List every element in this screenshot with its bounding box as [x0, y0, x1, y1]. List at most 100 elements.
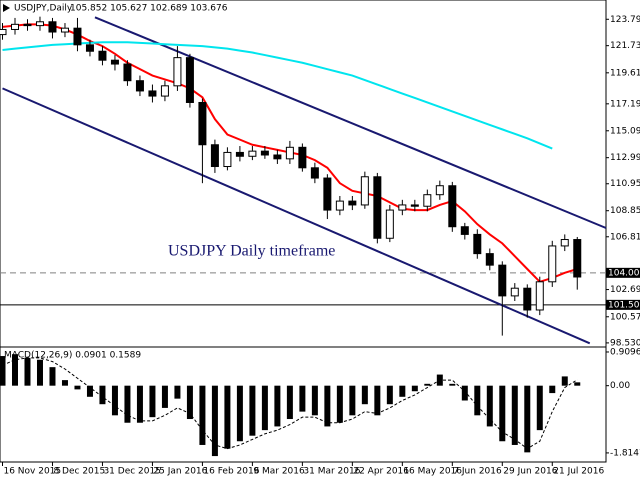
- x-tick-label: 16 Feb 2016: [203, 467, 259, 477]
- candle-body: [573, 239, 582, 278]
- y-tick-label: 0.9096: [610, 347, 640, 357]
- macd-bar: [399, 385, 406, 397]
- candle-body: [248, 150, 257, 157]
- plot-frame: [0, 0, 607, 463]
- macd-bar: [424, 383, 431, 386]
- macd-bar: [211, 385, 218, 457]
- channel-line: [2, 87, 591, 345]
- macd-bar: [124, 385, 131, 423]
- price-level-label: 101.500: [608, 300, 640, 310]
- candle-body: [23, 23, 32, 27]
- price-level-box: [606, 267, 640, 278]
- candle-body: [298, 146, 307, 169]
- macd-bar: [486, 385, 493, 427]
- macd-bar: [186, 385, 193, 420]
- title-icon: [3, 4, 10, 12]
- y-tick-label: 110.955: [610, 179, 640, 189]
- moving-average: [2, 41, 553, 150]
- macd-bar: [311, 385, 318, 416]
- candle-body: [335, 200, 344, 211]
- candle-body: [73, 27, 82, 46]
- candle-body: [398, 204, 407, 211]
- candle-body: [48, 21, 57, 33]
- y-tick-label: 117.195: [610, 99, 640, 109]
- macd-bar: [24, 357, 31, 386]
- macd-bar: [0, 356, 6, 386]
- candle-body: [173, 57, 182, 87]
- candle-body: [148, 90, 157, 97]
- macd-bar: [261, 385, 268, 431]
- y-tick-label: 121.735: [610, 41, 640, 51]
- indicator-title: MACD(12,26,9) 0.0901 0.1589: [4, 351, 141, 361]
- macd-bar: [411, 385, 418, 392]
- candle-body: [98, 50, 107, 61]
- x-tick-label: 16 Nov 2015: [3, 467, 61, 477]
- candle-body: [210, 144, 219, 168]
- macd-bar: [161, 385, 168, 408]
- candle-body: [435, 185, 444, 196]
- candle-body: [498, 264, 507, 297]
- y-tick-label: 106.815: [610, 232, 640, 242]
- macd-bar: [474, 385, 481, 416]
- candle-body: [123, 63, 132, 82]
- candle-body: [473, 233, 482, 255]
- macd-bar: [61, 380, 68, 386]
- candle-body: [223, 151, 232, 168]
- y-tick-label: 112.990: [610, 153, 640, 163]
- macd-bar: [574, 382, 581, 386]
- y-tick-label: 123.795: [610, 15, 640, 25]
- candle-body: [310, 167, 319, 179]
- macd-bar: [149, 385, 156, 418]
- macd-bar: [136, 385, 143, 423]
- macd-bar: [461, 385, 468, 401]
- macd-bar: [349, 385, 356, 416]
- macd-bar: [236, 385, 243, 442]
- x-tick-label: 31 Dec 2015: [103, 467, 161, 477]
- macd-bar: [336, 385, 343, 423]
- y-tick-label: 100.570: [610, 312, 640, 322]
- candle-body: [360, 176, 369, 206]
- candle-body: [323, 177, 332, 211]
- y-tick-label: 119.615: [610, 68, 640, 78]
- x-tick-label: 8 Dec 2015: [53, 467, 105, 477]
- candle-body: [460, 226, 469, 235]
- candle-body: [348, 200, 357, 206]
- macd-bar: [499, 385, 506, 442]
- macd-bar: [86, 385, 93, 397]
- chart-title: USDJPY,Daily: [14, 4, 73, 14]
- candle-body: [273, 154, 282, 160]
- macd-bar: [49, 367, 56, 386]
- macd-bar: [374, 385, 381, 416]
- y-tick-label: 115.090: [610, 126, 640, 136]
- signal-line: [2, 357, 578, 450]
- x-tick-label: 25 Jan 2016: [153, 467, 207, 477]
- candle-body: [0, 28, 7, 36]
- macd-bar: [174, 385, 181, 399]
- macd-bar: [386, 385, 393, 405]
- macd-bar: [324, 385, 331, 427]
- channel-line: [94, 16, 607, 229]
- candle-body: [548, 245, 557, 283]
- candle-body: [535, 281, 544, 311]
- y-tick-label: -1.8147: [610, 448, 640, 458]
- candle-body: [235, 151, 244, 157]
- candle-body: [423, 194, 432, 207]
- x-tick-label: 31 Mar 2016: [303, 467, 360, 477]
- price-level-label: 104.000: [608, 268, 640, 278]
- macd-bar: [274, 385, 281, 427]
- candle-body: [485, 253, 494, 266]
- candle-body: [510, 287, 519, 297]
- ohlc-label: 105.852 105.627 102.689 103.676: [70, 4, 228, 14]
- macd-bar: [449, 383, 456, 386]
- macd-bar: [286, 385, 293, 420]
- macd-bar: [524, 385, 531, 453]
- price-level-box: [606, 299, 640, 310]
- macd-bar: [11, 354, 18, 386]
- macd-bar: [74, 385, 81, 390]
- macd-bar: [36, 359, 43, 386]
- y-tick-label: 108.850: [610, 206, 640, 216]
- x-tick-label: 22 Apr 2016: [353, 467, 409, 477]
- x-tick-label: 29 Jun 2016: [503, 467, 557, 477]
- candle-body: [85, 44, 94, 52]
